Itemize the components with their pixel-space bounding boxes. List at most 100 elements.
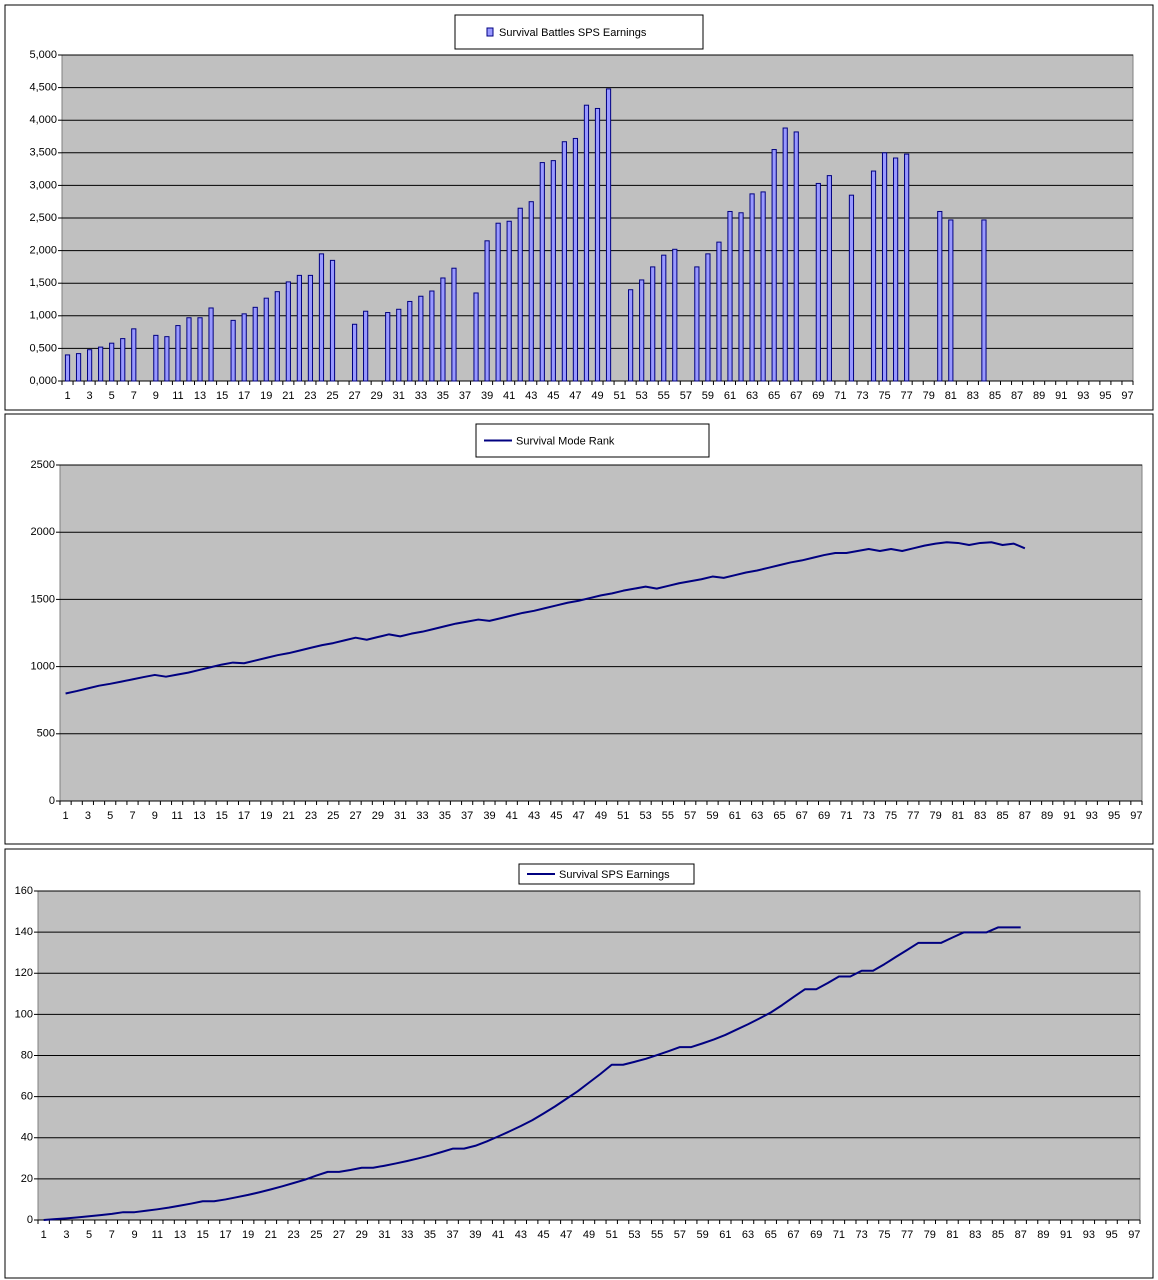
bar (583, 104, 590, 382)
x-tick-label: 97 (1121, 390, 1133, 402)
bar (153, 334, 159, 382)
x-tick-label: 9 (153, 390, 159, 402)
x-tick-label: 75 (885, 810, 897, 822)
x-tick-label: 45 (537, 1229, 549, 1241)
x-tick-label: 77 (901, 1229, 913, 1241)
x-tick-label: 3 (87, 390, 93, 402)
x-tick-label: 85 (992, 1229, 1004, 1241)
bar (396, 308, 402, 382)
bar (826, 175, 832, 382)
x-tick-label: 61 (724, 390, 736, 402)
bar (628, 289, 634, 382)
bar (429, 290, 435, 382)
bar (285, 281, 291, 382)
x-tick-label: 41 (503, 390, 515, 402)
x-tick-label: 21 (283, 810, 295, 822)
y-tick-label: 1000 (31, 661, 55, 673)
bar (252, 306, 258, 382)
x-tick-label: 11 (172, 390, 183, 402)
y-tick-label: 2,500 (29, 212, 57, 224)
y-tick-label: 5,000 (29, 49, 57, 61)
bar (164, 336, 170, 382)
x-tick-label: 53 (628, 1229, 640, 1241)
x-tick-label: 11 (171, 810, 182, 822)
bar (760, 191, 766, 382)
bar (605, 88, 612, 382)
x-tick-label: 51 (613, 390, 625, 402)
x-tick-label: 23 (305, 810, 317, 822)
x-tick-label: 77 (907, 810, 919, 822)
y-tick-label: 100 (15, 1008, 33, 1020)
bar (274, 291, 280, 382)
x-tick-label: 55 (662, 810, 674, 822)
x-tick-label: 15 (216, 810, 228, 822)
x-tick-label: 7 (129, 810, 135, 822)
x-tick-label: 25 (310, 1229, 322, 1241)
x-tick-label: 49 (595, 810, 607, 822)
x-tick-label: 53 (639, 810, 651, 822)
x-tick-label: 91 (1060, 1229, 1072, 1241)
x-tick-label: 61 (719, 1229, 731, 1241)
x-tick-label: 63 (751, 810, 763, 822)
x-tick-label: 65 (768, 390, 780, 402)
x-tick-label: 51 (606, 1229, 618, 1241)
bar (186, 317, 192, 382)
bar (981, 219, 987, 382)
x-tick-label: 73 (856, 390, 868, 402)
x-tick-label: 23 (287, 1229, 299, 1241)
x-tick-label: 9 (152, 810, 158, 822)
x-tick-label: 79 (924, 1229, 936, 1241)
x-tick-label: 11 (152, 1229, 163, 1241)
x-tick-label: 19 (260, 810, 272, 822)
legend-box (454, 14, 704, 50)
x-tick-label: 53 (636, 390, 648, 402)
x-tick-label: 1 (41, 1229, 47, 1241)
x-tick-label: 21 (265, 1229, 277, 1241)
x-tick-label: 33 (416, 810, 428, 822)
bar (407, 300, 413, 382)
legend-label: Survival Battles SPS Earnings (499, 27, 647, 39)
bar (64, 354, 71, 382)
x-tick-label: 89 (1033, 390, 1045, 402)
bar (495, 222, 501, 382)
x-tick-label: 15 (216, 390, 228, 402)
x-tick-label: 47 (573, 810, 585, 822)
bar (727, 210, 733, 382)
legend-label: Survival SPS Earnings (559, 869, 670, 881)
y-tick-label: 4,000 (29, 114, 57, 126)
x-tick-label: 35 (424, 1229, 436, 1241)
x-tick-label: 27 (333, 1229, 345, 1241)
bar (197, 317, 203, 382)
x-tick-label: 93 (1083, 1229, 1095, 1241)
x-tick-label: 21 (282, 390, 294, 402)
y-tick-label: 4,500 (29, 82, 57, 94)
y-tick-label: 1,500 (29, 277, 57, 289)
x-tick-label: 31 (394, 810, 406, 822)
y-tick-label: 2000 (31, 526, 55, 538)
x-tick-label: 61 (729, 810, 741, 822)
x-tick-label: 37 (461, 810, 473, 822)
x-tick-label: 71 (834, 390, 846, 402)
x-tick-label: 39 (481, 390, 493, 402)
x-tick-label: 95 (1108, 810, 1120, 822)
bar (351, 323, 358, 382)
x-tick-label: 33 (415, 390, 427, 402)
x-tick-label: 3 (85, 810, 91, 822)
x-tick-label: 65 (773, 810, 785, 822)
x-tick-label: 29 (356, 1229, 368, 1241)
x-tick-label: 27 (348, 390, 360, 402)
line (65, 541, 1026, 695)
x-tick-label: 31 (393, 390, 405, 402)
x-tick-label: 31 (378, 1229, 390, 1241)
bar (893, 157, 899, 382)
x-tick-label: 89 (1041, 810, 1053, 822)
x-tick-label: 51 (617, 810, 629, 822)
bar (418, 295, 424, 382)
x-tick-label: 73 (856, 1229, 868, 1241)
x-tick-label: 81 (945, 390, 957, 402)
bar (937, 210, 943, 382)
x-tick-label: 15 (197, 1229, 209, 1241)
bar (473, 292, 479, 382)
y-tick-label: 0,000 (29, 375, 57, 387)
x-tick-label: 83 (974, 810, 986, 822)
